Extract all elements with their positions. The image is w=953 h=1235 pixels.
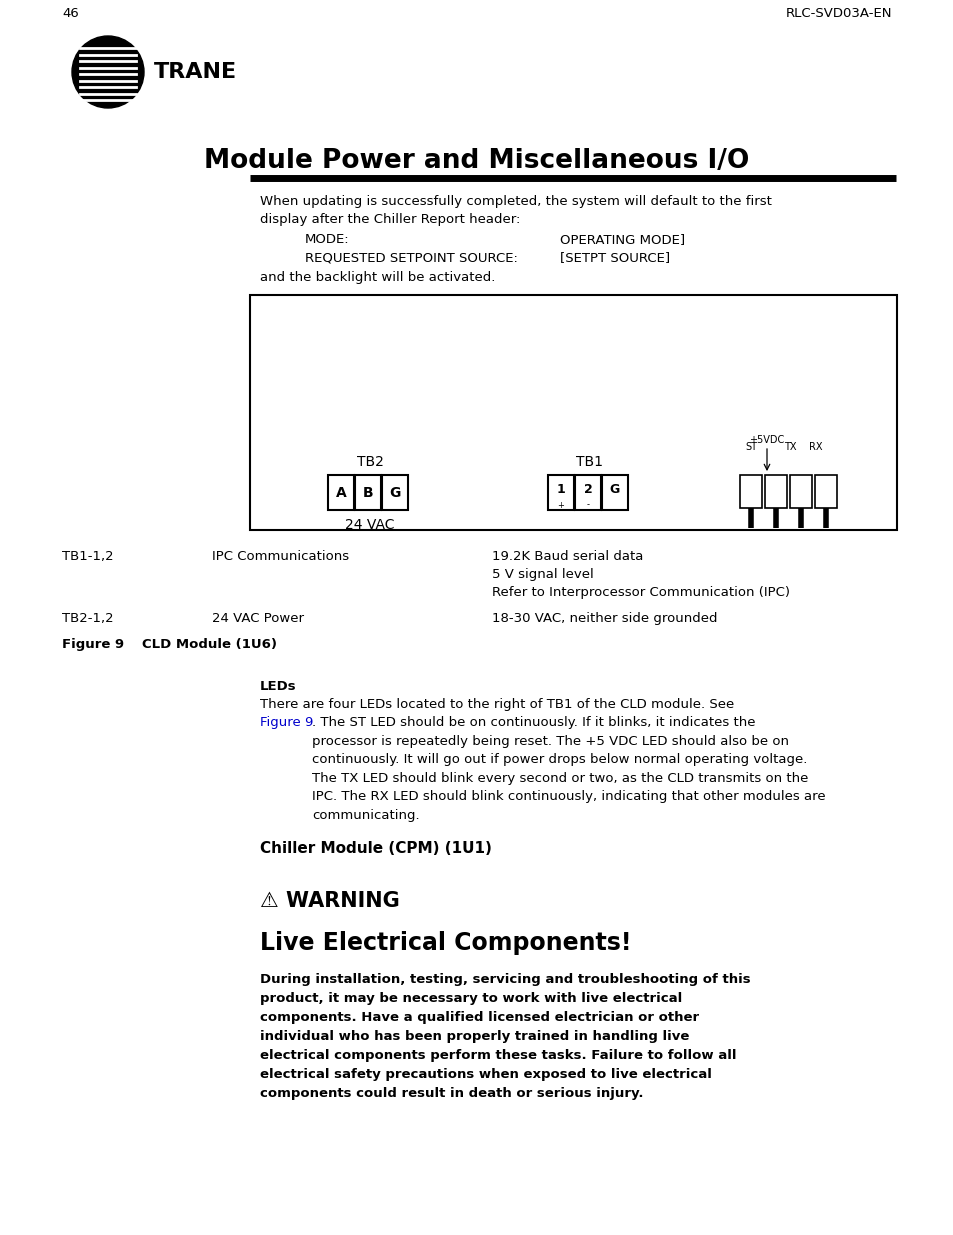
Text: 24 VAC Power: 24 VAC Power (212, 613, 304, 625)
Text: 46: 46 (62, 7, 79, 20)
Text: A: A (335, 485, 346, 499)
Text: Figure 9: Figure 9 (260, 716, 313, 729)
Bar (789, 475, 811, 508)
Text: CLD Module (1U6): CLD Module (1U6) (142, 638, 276, 651)
Text: G: G (609, 483, 619, 496)
Text: MODE:: MODE: (305, 233, 349, 246)
Text: TB1: TB1 (576, 454, 603, 469)
Text: RLC-SVD03A-EN: RLC-SVD03A-EN (784, 7, 891, 20)
Text: LEDs: LEDs (260, 680, 296, 693)
Text: components could result in death or serious injury.: components could result in death or seri… (260, 1087, 643, 1100)
Bar (250, 295, 896, 530)
Bar (328, 475, 354, 510)
Bar (355, 475, 380, 510)
Text: Figure 9: Figure 9 (62, 638, 124, 651)
Text: 19.2K Baud serial data: 19.2K Baud serial data (492, 550, 642, 563)
Text: REQUESTED SETPOINT SOURCE:: REQUESTED SETPOINT SOURCE: (305, 251, 517, 264)
Text: TB2-1,2: TB2-1,2 (62, 613, 113, 625)
Bar (575, 475, 600, 510)
Text: When updating is successfully completed, the system will default to the first: When updating is successfully completed,… (260, 195, 771, 207)
Text: B: B (362, 485, 373, 499)
Bar (764, 475, 786, 508)
Text: TB1-1,2: TB1-1,2 (62, 550, 113, 563)
Text: product, it may be necessary to work with live electrical: product, it may be necessary to work wit… (260, 992, 681, 1005)
Text: 1: 1 (556, 483, 565, 496)
Text: ⚠ WARNING: ⚠ WARNING (260, 890, 399, 911)
Text: 24 VAC: 24 VAC (345, 517, 395, 532)
Text: display after the Chiller Report header:: display after the Chiller Report header: (260, 212, 519, 226)
Text: TB2: TB2 (356, 454, 383, 469)
Text: Live Electrical Components!: Live Electrical Components! (260, 931, 631, 955)
Text: and the backlight will be activated.: and the backlight will be activated. (260, 270, 495, 284)
Text: TX: TX (783, 442, 796, 452)
Text: IPC Communications: IPC Communications (212, 550, 349, 563)
Text: Refer to Interprocessor Communication (IPC): Refer to Interprocessor Communication (I… (492, 585, 789, 599)
Text: ST: ST (744, 442, 757, 452)
Text: G: G (389, 485, 400, 499)
Text: components. Have a qualified licensed electrician or other: components. Have a qualified licensed el… (260, 1011, 699, 1024)
Ellipse shape (71, 36, 144, 107)
Text: During installation, testing, servicing and troubleshooting of this: During installation, testing, servicing … (260, 973, 750, 986)
Bar (381, 475, 408, 510)
Text: -: - (586, 500, 589, 510)
Text: 18-30 VAC, neither side grounded: 18-30 VAC, neither side grounded (492, 613, 717, 625)
Text: [SETPT SOURCE]: [SETPT SOURCE] (559, 251, 669, 264)
Text: electrical components perform these tasks. Failure to follow all: electrical components perform these task… (260, 1049, 736, 1062)
Text: . The ST LED should be on continuously. If it blinks, it indicates the
processor: . The ST LED should be on continuously. … (312, 716, 824, 821)
Text: +: + (557, 500, 564, 510)
Bar (601, 475, 627, 510)
Text: Module Power and Miscellaneous I/O: Module Power and Miscellaneous I/O (204, 148, 749, 174)
Text: 2: 2 (583, 483, 592, 496)
Text: RX: RX (808, 442, 821, 452)
Bar (740, 475, 761, 508)
Text: OPERATING MODE]: OPERATING MODE] (559, 233, 684, 246)
Text: 5 V signal level: 5 V signal level (492, 568, 593, 580)
Bar (547, 475, 574, 510)
Text: Chiller Module (CPM) (1U1): Chiller Module (CPM) (1U1) (260, 841, 492, 856)
Text: There are four LEDs located to the right of TB1 of the CLD module. See: There are four LEDs located to the right… (260, 698, 734, 711)
Text: individual who has been properly trained in handling live: individual who has been properly trained… (260, 1030, 689, 1044)
Text: +5VDC: +5VDC (749, 435, 783, 445)
Text: electrical safety precautions when exposed to live electrical: electrical safety precautions when expos… (260, 1068, 711, 1081)
Bar (814, 475, 836, 508)
Text: TRANE: TRANE (153, 62, 237, 82)
